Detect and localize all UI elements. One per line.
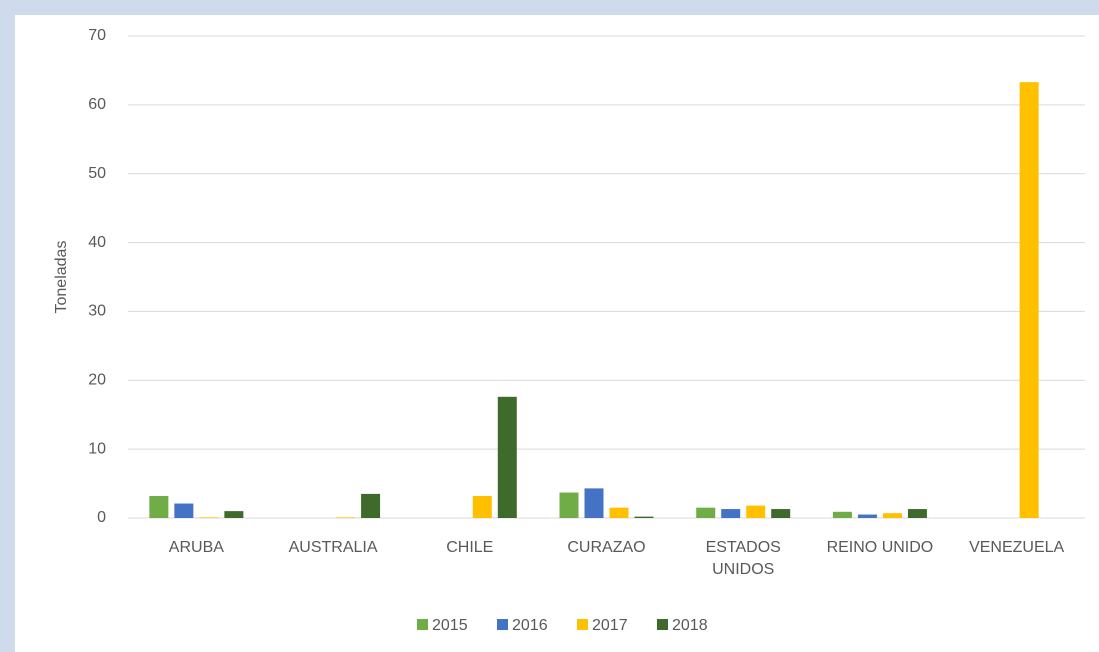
- legend-label: 2016: [512, 617, 548, 634]
- bar: [609, 507, 629, 518]
- bar: [907, 509, 927, 518]
- legend-label: 2018: [672, 617, 708, 634]
- y-tick-label: 10: [88, 440, 106, 457]
- bar: [857, 514, 877, 518]
- bar: [497, 396, 517, 518]
- x-tick-label: CURAZAO: [567, 539, 646, 556]
- x-tick-label: AUSTRALIA: [288, 539, 378, 556]
- bar: [149, 495, 169, 518]
- x-tick-label: VENEZUELA: [969, 539, 1065, 556]
- bar: [224, 511, 244, 518]
- bar: [634, 516, 654, 518]
- bar: [174, 503, 194, 518]
- y-tick-label: 60: [88, 96, 106, 113]
- bar: [361, 493, 381, 518]
- y-tick-label: 0: [97, 509, 106, 526]
- bar: [336, 517, 356, 518]
- bar: [1019, 82, 1039, 519]
- bar: [696, 507, 716, 518]
- bar: [721, 509, 741, 518]
- legend-swatch: [417, 619, 428, 630]
- y-axis-title: Toneladas: [53, 241, 70, 314]
- y-tick-label: 50: [88, 165, 106, 182]
- bar: [746, 505, 766, 518]
- x-tick-label: ESTADOS UNIDOS: [705, 539, 781, 578]
- legend-swatch: [657, 619, 668, 630]
- y-tick-label: 40: [88, 234, 106, 251]
- bar: [882, 513, 902, 518]
- x-tick-label: CHILE: [446, 539, 494, 556]
- legend-label: 2015: [432, 617, 468, 634]
- legend-swatch: [497, 619, 508, 630]
- x-tick-label: REINO UNIDO: [826, 539, 934, 556]
- bar: [472, 495, 492, 518]
- y-tick-label: 30: [88, 303, 106, 320]
- y-tick-label: 20: [88, 372, 106, 389]
- bar: [559, 492, 579, 518]
- bar: [771, 509, 791, 518]
- y-tick-label: 70: [88, 27, 106, 44]
- legend-label: 2017: [592, 617, 628, 634]
- legend-swatch: [577, 619, 588, 630]
- x-tick-label: ARUBA: [168, 539, 224, 556]
- chart-area: [15, 15, 1099, 652]
- bar: [199, 517, 219, 518]
- bar: [832, 511, 852, 518]
- bar: [584, 488, 604, 518]
